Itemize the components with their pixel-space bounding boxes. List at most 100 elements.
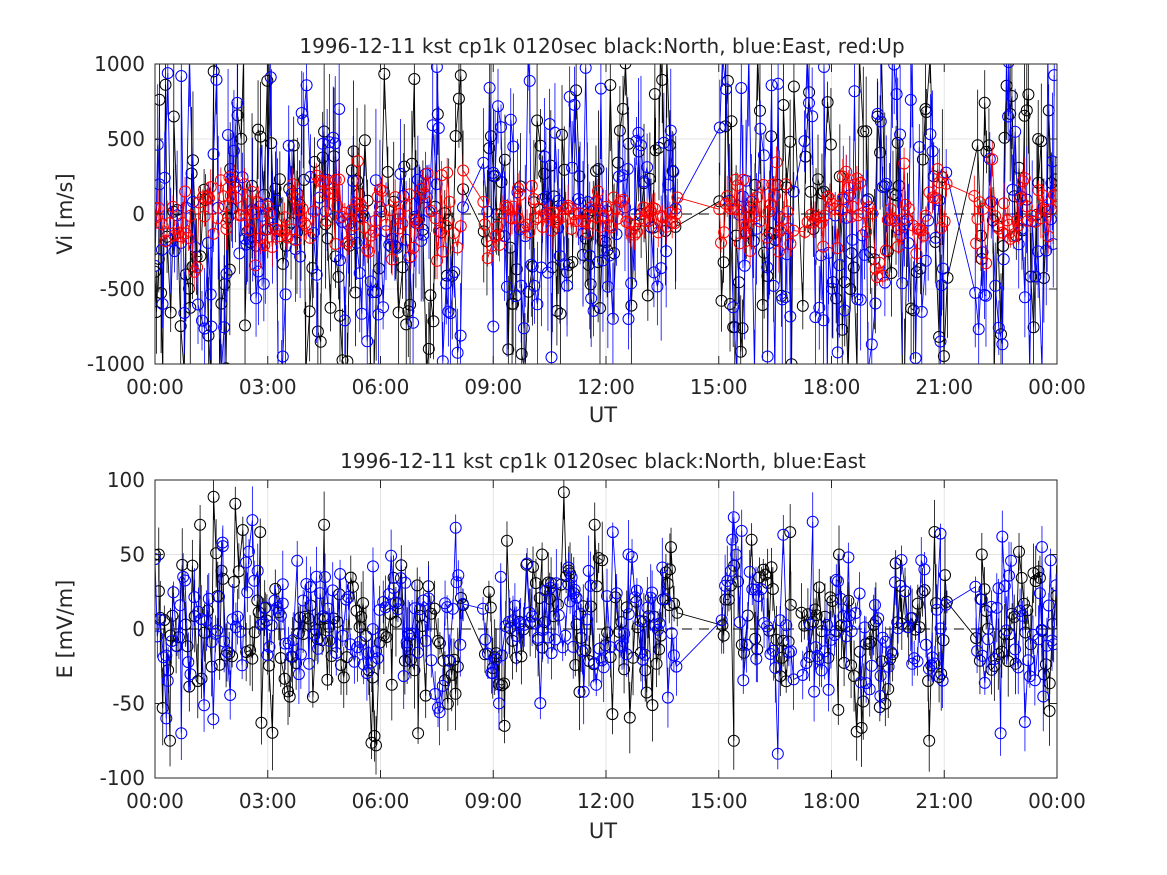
data-point bbox=[407, 316, 420, 329]
data-point bbox=[517, 322, 530, 335]
data-point bbox=[498, 153, 511, 166]
data-point bbox=[936, 674, 949, 687]
data-point bbox=[817, 314, 830, 327]
panel-velocity: 1996-12-11 kst cp1k 0120sec black:North,… bbox=[53, 34, 1086, 427]
data-point bbox=[205, 320, 218, 333]
data-point bbox=[350, 236, 363, 249]
data-point bbox=[938, 215, 951, 228]
data-point bbox=[727, 203, 740, 215]
data-point bbox=[879, 244, 892, 257]
data-point bbox=[222, 129, 234, 141]
data-point bbox=[326, 584, 339, 597]
data-point bbox=[1029, 575, 1042, 588]
data-point bbox=[562, 258, 575, 271]
data-point bbox=[813, 581, 826, 594]
data-point bbox=[389, 191, 402, 204]
data-point bbox=[195, 613, 208, 626]
data-point bbox=[351, 641, 364, 654]
data-point bbox=[323, 634, 336, 647]
data-point bbox=[570, 618, 583, 631]
data-point bbox=[155, 93, 166, 106]
data-point bbox=[515, 650, 528, 663]
data-point bbox=[379, 601, 392, 614]
data-point bbox=[831, 346, 844, 359]
data-point bbox=[155, 553, 161, 566]
data-point bbox=[506, 212, 518, 225]
x-tick-label: 09:00 bbox=[464, 789, 522, 813]
data-point bbox=[273, 230, 286, 243]
data-point bbox=[926, 145, 939, 158]
x-tick-label: 18:00 bbox=[803, 375, 861, 399]
data-point bbox=[726, 533, 739, 546]
data-point bbox=[913, 621, 926, 634]
data-point bbox=[404, 250, 417, 263]
data-point bbox=[974, 593, 987, 606]
data-point bbox=[770, 633, 783, 646]
data-point bbox=[915, 224, 928, 237]
data-point bbox=[552, 609, 565, 622]
data-point bbox=[236, 524, 249, 536]
data-point bbox=[583, 249, 596, 262]
data-point bbox=[583, 209, 596, 222]
data-point bbox=[664, 124, 677, 137]
data-point bbox=[495, 649, 508, 662]
data-point bbox=[494, 570, 507, 583]
data-point bbox=[308, 628, 321, 641]
y-tick-label: 100 bbox=[107, 468, 145, 492]
data-point bbox=[1009, 643, 1021, 656]
x-tick-label: 15:00 bbox=[690, 789, 748, 813]
data-point bbox=[753, 571, 766, 584]
data-point bbox=[527, 193, 540, 206]
data-point bbox=[780, 619, 793, 632]
data-point bbox=[980, 289, 992, 302]
data-point bbox=[298, 217, 311, 230]
data-point bbox=[337, 671, 350, 684]
data-point bbox=[633, 212, 646, 225]
data-point bbox=[848, 670, 860, 682]
data-point bbox=[251, 564, 264, 577]
data-point bbox=[304, 581, 317, 593]
data-point bbox=[257, 277, 270, 290]
data-point bbox=[858, 248, 871, 261]
data-point bbox=[366, 286, 379, 299]
data-point bbox=[777, 528, 790, 541]
data-point bbox=[651, 280, 664, 293]
data-point bbox=[656, 73, 669, 86]
data-point bbox=[992, 582, 1005, 595]
data-point bbox=[252, 265, 265, 278]
data-point bbox=[603, 249, 616, 262]
data-point bbox=[172, 631, 185, 644]
data-point bbox=[481, 252, 494, 265]
data-point bbox=[818, 64, 830, 73]
data-point bbox=[996, 530, 1009, 543]
data-point bbox=[204, 181, 217, 194]
data-point bbox=[353, 267, 366, 280]
data-point bbox=[207, 490, 220, 503]
data-point bbox=[828, 203, 841, 215]
data-point bbox=[724, 298, 736, 310]
data-point bbox=[806, 615, 819, 628]
data-point bbox=[1032, 245, 1045, 258]
data-point bbox=[421, 366, 432, 377]
data-point bbox=[333, 103, 346, 115]
data-point bbox=[599, 200, 612, 213]
data-point bbox=[754, 122, 767, 135]
data-point bbox=[295, 107, 308, 119]
data-point bbox=[765, 561, 778, 574]
data-point bbox=[370, 739, 382, 752]
data-point bbox=[622, 608, 635, 621]
data-point bbox=[334, 254, 346, 267]
data-point bbox=[653, 643, 666, 656]
data-point bbox=[400, 636, 413, 649]
data-point bbox=[544, 206, 557, 219]
data-point bbox=[407, 241, 420, 254]
data-point bbox=[367, 363, 374, 364]
data-point bbox=[606, 312, 619, 325]
data-point bbox=[515, 348, 528, 360]
data-point bbox=[334, 568, 347, 580]
data-point bbox=[210, 73, 223, 86]
data-point bbox=[549, 633, 561, 646]
data-point bbox=[847, 261, 860, 274]
data-point bbox=[294, 250, 307, 263]
data-point bbox=[219, 200, 231, 213]
